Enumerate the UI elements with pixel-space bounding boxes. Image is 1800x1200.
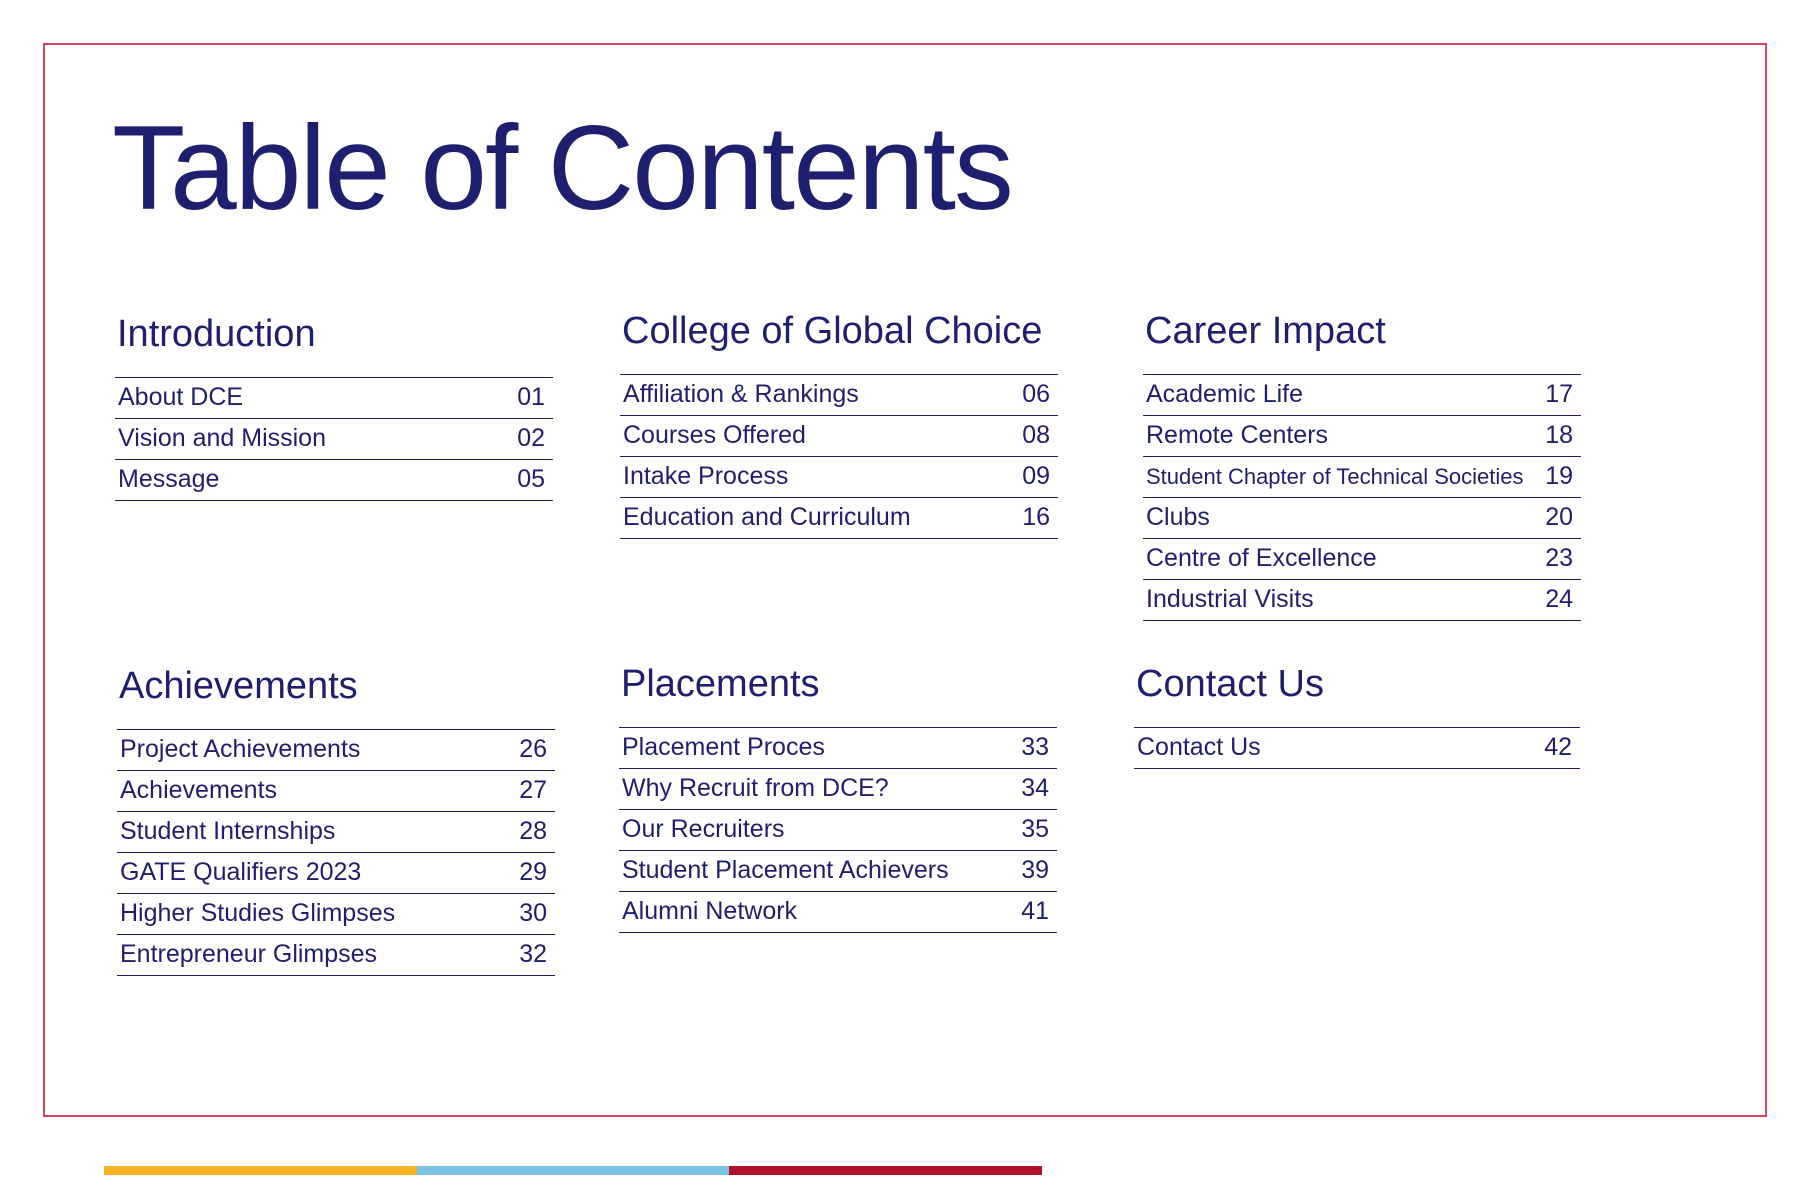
toc-item-label: Affiliation & Rankings xyxy=(623,380,859,409)
toc-item-label: Vision and Mission xyxy=(118,424,326,453)
toc-item-label: Higher Studies Glimpses xyxy=(120,899,396,928)
toc-item-label: Placement Proces xyxy=(622,733,825,762)
toc-list: Placement Proces 33 Why Recruit from DCE… xyxy=(619,726,1057,933)
section-introduction: Introduction About DCE 01 Vision and Mis… xyxy=(115,313,553,501)
toc-item-label: Student Placement Achievers xyxy=(622,856,949,885)
toc-item-label: GATE Qualifiers 2023 xyxy=(120,858,362,887)
toc-item-page: 30 xyxy=(519,899,547,928)
toc-item-page: 35 xyxy=(1021,815,1049,844)
toc-item-page: 42 xyxy=(1544,733,1572,762)
toc-item-intake-process[interactable]: Intake Process 09 xyxy=(620,457,1058,498)
toc-item-page: 41 xyxy=(1021,897,1049,926)
toc-item-label: Achievements xyxy=(120,776,278,805)
section-heading: Placements xyxy=(621,663,820,705)
toc-item-student-internships[interactable]: Student Internships 28 xyxy=(117,812,555,853)
page-title: Table of Contents xyxy=(112,101,1014,235)
toc-item-industrial-visits[interactable]: Industrial Visits 24 xyxy=(1143,580,1581,621)
toc-item-page: 01 xyxy=(517,383,545,412)
toc-item-alumni-network[interactable]: Alumni Network 41 xyxy=(619,892,1057,933)
toc-item-achievements[interactable]: Achievements 27 xyxy=(117,771,555,812)
section-heading: Contact Us xyxy=(1136,663,1324,705)
toc-item-placement-proces[interactable]: Placement Proces 33 xyxy=(619,728,1057,769)
toc-item-label: About DCE xyxy=(118,383,244,412)
toc-item-entrepreneur-glimpses[interactable]: Entrepreneur Glimpses 32 xyxy=(117,935,555,976)
toc-item-page: 09 xyxy=(1022,462,1050,491)
toc-item-contact-us[interactable]: Contact Us 42 xyxy=(1134,728,1580,769)
section-placements: Placements Placement Proces 33 Why Recru… xyxy=(619,663,1057,933)
toc-item-higher-studies-glimpses[interactable]: Higher Studies Glimpses 30 xyxy=(117,894,555,935)
color-stripe-segment-yellow xyxy=(104,1166,417,1175)
toc-list: Project Achievements 26 Achievements 27 … xyxy=(117,728,555,976)
toc-item-education-and-curriculum[interactable]: Education and Curriculum 16 xyxy=(620,498,1058,539)
toc-item-page: 20 xyxy=(1545,503,1573,532)
toc-list: About DCE 01 Vision and Mission 02 Messa… xyxy=(115,376,553,501)
toc-item-label: Education and Curriculum xyxy=(623,503,911,532)
toc-item-student-chapter-of-technical-societies[interactable]: Student Chapter of Technical Societies 1… xyxy=(1143,457,1581,498)
toc-item-page: 23 xyxy=(1545,544,1573,573)
toc-item-page: 05 xyxy=(517,465,545,494)
toc-item-gate-qualifiers-2023[interactable]: GATE Qualifiers 2023 29 xyxy=(117,853,555,894)
toc-list: Affiliation & Rankings 06 Courses Offere… xyxy=(620,373,1058,539)
color-stripe xyxy=(104,1166,1043,1175)
toc-item-about-dce[interactable]: About DCE 01 xyxy=(115,378,553,419)
toc-item-page: 33 xyxy=(1021,733,1049,762)
toc-item-label: Alumni Network xyxy=(622,897,798,926)
page-frame xyxy=(43,43,1767,1117)
toc-list: Academic Life 17 Remote Centers 18 Stude… xyxy=(1143,373,1581,621)
toc-item-affiliation-rankings[interactable]: Affiliation & Rankings 06 xyxy=(620,375,1058,416)
section-heading: Achievements xyxy=(119,665,358,707)
toc-item-label: Student Chapter of Technical Societies xyxy=(1146,463,1524,489)
toc-item-page: 06 xyxy=(1022,380,1050,409)
toc-item-page: 27 xyxy=(519,776,547,805)
toc-item-page: 17 xyxy=(1545,380,1573,409)
toc-item-centre-of-excellence[interactable]: Centre of Excellence 23 xyxy=(1143,539,1581,580)
toc-item-page: 08 xyxy=(1022,421,1050,450)
toc-item-message[interactable]: Message 05 xyxy=(115,460,553,501)
toc-item-our-recruiters[interactable]: Our Recruiters 35 xyxy=(619,810,1057,851)
toc-item-page: 39 xyxy=(1021,856,1049,885)
toc-item-page: 29 xyxy=(519,858,547,887)
toc-item-why-recruit-from-dce[interactable]: Why Recruit from DCE? 34 xyxy=(619,769,1057,810)
toc-item-remote-centers[interactable]: Remote Centers 18 xyxy=(1143,416,1581,457)
section-heading: Career Impact xyxy=(1145,310,1386,352)
toc-item-project-achievements[interactable]: Project Achievements 26 xyxy=(117,730,555,771)
toc-item-page: 32 xyxy=(519,940,547,969)
toc-item-vision-and-mission[interactable]: Vision and Mission 02 xyxy=(115,419,553,460)
toc-item-label: Academic Life xyxy=(1146,380,1304,409)
toc-item-label: Intake Process xyxy=(623,462,789,491)
toc-item-label: Contact Us xyxy=(1137,733,1261,762)
toc-item-courses-offered[interactable]: Courses Offered 08 xyxy=(620,416,1058,457)
toc-item-label: Entrepreneur Glimpses xyxy=(120,940,378,969)
toc-item-label: Courses Offered xyxy=(623,421,806,450)
toc-item-clubs[interactable]: Clubs 20 xyxy=(1143,498,1581,539)
toc-item-page: 18 xyxy=(1545,421,1573,450)
toc-item-page: 28 xyxy=(519,817,547,846)
toc-item-label: Project Achievements xyxy=(120,735,361,764)
toc-item-page: 26 xyxy=(519,735,547,764)
toc-item-page: 24 xyxy=(1545,585,1573,614)
toc-item-label: Industrial Visits xyxy=(1146,585,1314,614)
toc-item-student-placement-achievers[interactable]: Student Placement Achievers 39 xyxy=(619,851,1057,892)
toc-item-page: 02 xyxy=(517,424,545,453)
section-career-impact: Career Impact Academic Life 17 Remote Ce… xyxy=(1143,310,1581,621)
toc-item-academic-life[interactable]: Academic Life 17 xyxy=(1143,375,1581,416)
section-heading: Introduction xyxy=(117,313,316,355)
color-stripe-segment-red xyxy=(729,1166,1043,1175)
toc-item-label: Our Recruiters xyxy=(622,815,785,844)
toc-item-label: Centre of Excellence xyxy=(1146,544,1377,573)
toc-item-label: Student Internships xyxy=(120,817,336,846)
toc-item-label: Message xyxy=(118,465,220,494)
toc-list: Contact Us 42 xyxy=(1134,726,1580,769)
toc-item-page: 34 xyxy=(1021,774,1049,803)
toc-item-page: 19 xyxy=(1545,462,1573,491)
section-contact-us: Contact Us Contact Us 42 xyxy=(1134,663,1580,769)
toc-item-label: Clubs xyxy=(1146,503,1210,532)
toc-item-label: Remote Centers xyxy=(1146,421,1329,450)
section-achievements: Achievements Project Achievements 26 Ach… xyxy=(117,665,555,976)
toc-item-page: 16 xyxy=(1022,503,1050,532)
color-stripe-segment-blue xyxy=(416,1166,730,1175)
section-college-of-global-choice: College of Global Choice Affiliation & R… xyxy=(620,310,1058,539)
section-heading: College of Global Choice xyxy=(622,310,1043,352)
toc-item-label: Why Recruit from DCE? xyxy=(622,774,889,803)
